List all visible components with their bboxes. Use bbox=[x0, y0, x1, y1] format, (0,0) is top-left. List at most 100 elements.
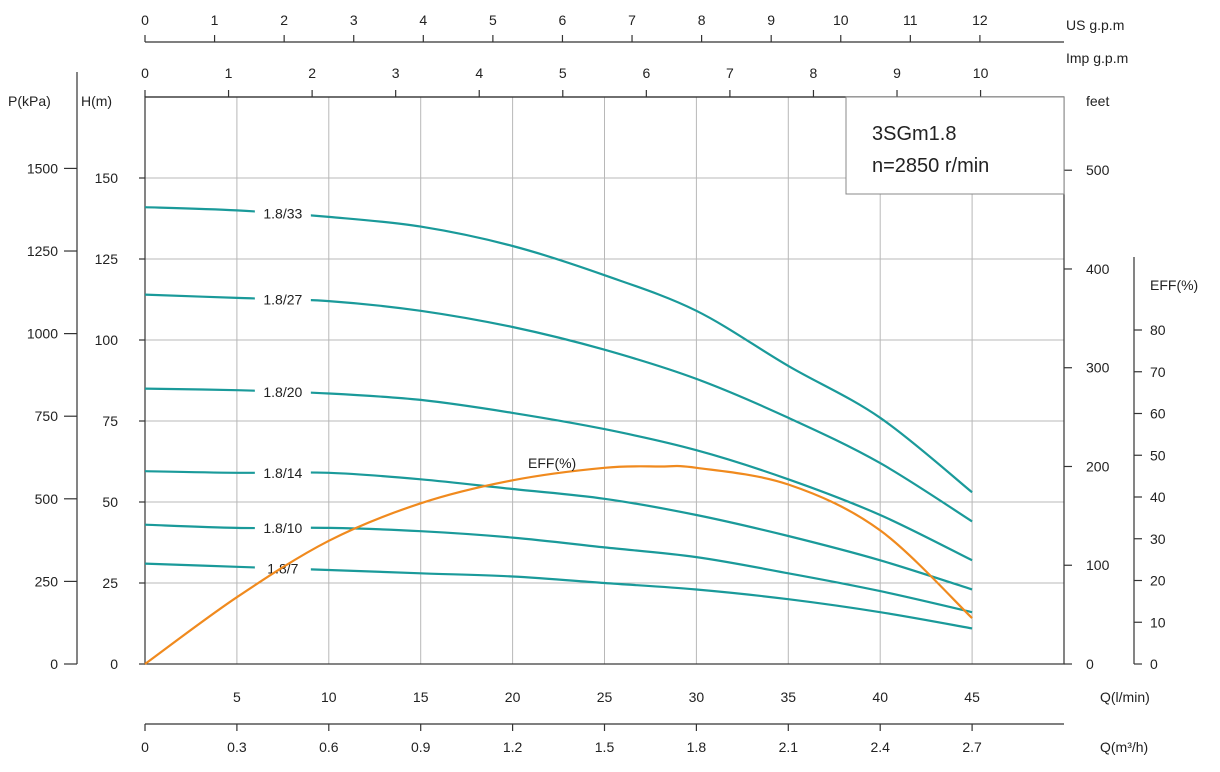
curve-label: 1.8/20 bbox=[263, 384, 302, 400]
x-m3h-tick-label: 2.7 bbox=[962, 739, 982, 755]
x-impgpm-tick-label: 8 bbox=[810, 65, 818, 81]
axes: 5 10 15 20 25 30 35 40 45 Q(l/min)0 0.3 0.6 0.9 1.2 1.… bbox=[8, 12, 1198, 755]
head-curve bbox=[144, 293, 973, 523]
x-tick-label: 10 bbox=[321, 689, 337, 705]
chart-title: 3SGm1.8 bbox=[872, 123, 956, 145]
x-usgpm-tick-label: 9 bbox=[767, 12, 775, 28]
y-head-tick-label: 100 bbox=[95, 332, 119, 348]
efficiency-curve bbox=[144, 464, 973, 665]
y-eff-axis-title: EFF(%) bbox=[1150, 277, 1198, 293]
y-eff-tick-label: 50 bbox=[1150, 447, 1166, 463]
x-impgpm-tick-label: 1 bbox=[225, 65, 233, 81]
y-pressure-tick-label: 500 bbox=[35, 491, 59, 507]
curve-label-mask bbox=[254, 381, 311, 402]
x-impgpm-tick-label: 9 bbox=[893, 65, 901, 81]
x-impgpm-tick-label: 7 bbox=[726, 65, 734, 81]
y-pressure-tick-label: 250 bbox=[35, 573, 59, 589]
x-impgpm-tick-label: 5 bbox=[559, 65, 567, 81]
curve-label-mask bbox=[254, 517, 311, 538]
y-pressure-tick-label: 1250 bbox=[27, 243, 58, 259]
x-tick-label: 15 bbox=[413, 689, 429, 705]
y-feet-tick-label: 200 bbox=[1086, 458, 1110, 474]
y-feet-axis-title: feet bbox=[1086, 93, 1109, 109]
x-usgpm-tick-label: 10 bbox=[833, 12, 849, 28]
y-head-tick-label: 0 bbox=[110, 656, 118, 672]
x-usgpm-tick-label: 5 bbox=[489, 12, 497, 28]
x-m3h-tick-label: 2.1 bbox=[779, 739, 799, 755]
model-info-frame bbox=[845, 96, 1065, 195]
curve-label-mask bbox=[254, 203, 311, 224]
model-info-box: 3SGm1.8 n=2850 r/min bbox=[845, 96, 1065, 195]
y-head-tick-label: 150 bbox=[95, 170, 119, 186]
y-feet-tick-label: 400 bbox=[1086, 261, 1110, 277]
y-eff-tick-label: 70 bbox=[1150, 364, 1166, 380]
head-curve bbox=[144, 206, 973, 494]
x-impgpm-tick-label: 2 bbox=[308, 65, 316, 81]
efficiency-curve-label: EFF(%) bbox=[528, 455, 576, 471]
y-head-axis-title: H(m) bbox=[81, 93, 112, 109]
curve-label: 1.8/33 bbox=[263, 206, 302, 222]
x-tick-label: 45 bbox=[964, 689, 980, 705]
curve-label: 1.8/14 bbox=[263, 465, 302, 481]
x-m3h-tick-label: 2.4 bbox=[870, 739, 890, 755]
y-eff-tick-label: 60 bbox=[1150, 406, 1166, 422]
grid bbox=[144, 96, 1065, 665]
x-tick-label: 30 bbox=[689, 689, 705, 705]
y-eff-tick-label: 30 bbox=[1150, 531, 1166, 547]
y-pressure-tick-label: 0 bbox=[50, 656, 58, 672]
x-usgpm-tick-label: 6 bbox=[559, 12, 567, 28]
curve-label-mask bbox=[254, 289, 311, 310]
chart-subtitle: n=2850 r/min bbox=[872, 155, 989, 177]
x-m3h-tick-label: 1.8 bbox=[687, 739, 707, 755]
x-m3h-tick-label: 0.9 bbox=[411, 739, 431, 755]
x-impgpm-tick-label: 4 bbox=[475, 65, 483, 81]
y-pressure-tick-label: 750 bbox=[35, 408, 59, 424]
x-m3h-tick-label: 1.2 bbox=[503, 739, 523, 755]
y-feet-tick-label: 300 bbox=[1086, 360, 1110, 376]
y-pressure-axis-title: P(kPa) bbox=[8, 93, 51, 109]
y-head-tick-label: 25 bbox=[102, 575, 118, 591]
x-usgpm-tick-label: 2 bbox=[280, 12, 288, 28]
x-usgpm-tick-label: 8 bbox=[698, 12, 706, 28]
x-axis-title: Q(l/min) bbox=[1100, 689, 1150, 705]
y-pressure-tick-label: 1500 bbox=[27, 160, 58, 176]
x-usgpm-tick-label: 4 bbox=[419, 12, 427, 28]
curves: 1.8/331.8/271.8/201.8/141.8/101.8/7EFF(%… bbox=[144, 203, 973, 665]
x-impgpm-tick-label: 6 bbox=[642, 65, 650, 81]
x-usgpm-tick-label: 7 bbox=[628, 12, 636, 28]
y-eff-tick-label: 0 bbox=[1150, 656, 1158, 672]
x-impgpm-tick-label: 3 bbox=[392, 65, 400, 81]
y-eff-tick-label: 20 bbox=[1150, 573, 1166, 589]
x-tick-label: 20 bbox=[505, 689, 521, 705]
y-eff-tick-label: 40 bbox=[1150, 489, 1166, 505]
x-usgpm-axis-title: US g.p.m bbox=[1066, 17, 1124, 33]
x-impgpm-tick-label: 10 bbox=[973, 65, 989, 81]
curve-label: 1.8/27 bbox=[263, 292, 302, 308]
curve-label: 1.8/10 bbox=[263, 520, 302, 536]
y-feet-tick-label: 100 bbox=[1086, 557, 1110, 573]
x-usgpm-tick-label: 11 bbox=[903, 12, 918, 28]
x-tick-label: 40 bbox=[872, 689, 888, 705]
y-head-tick-label: 50 bbox=[102, 494, 118, 510]
x-usgpm-tick-label: 1 bbox=[211, 12, 219, 28]
y-head-tick-label: 125 bbox=[95, 251, 119, 267]
x-m3h-tick-label: 1.5 bbox=[595, 739, 615, 755]
x-usgpm-tick-label: 12 bbox=[972, 12, 988, 28]
y-feet-tick-label: 500 bbox=[1086, 162, 1110, 178]
x-m3h-tick-label: 0.3 bbox=[227, 739, 247, 755]
y-eff-tick-label: 80 bbox=[1150, 322, 1166, 338]
x-usgpm-tick-label: 3 bbox=[350, 12, 358, 28]
x-impgpm-axis-title: Imp g.p.m bbox=[1066, 50, 1128, 66]
x-m3h-tick-label: 0.6 bbox=[319, 739, 339, 755]
x-tick-label: 35 bbox=[781, 689, 797, 705]
y-pressure-tick-label: 1000 bbox=[27, 326, 58, 342]
y-head-tick-label: 75 bbox=[102, 413, 118, 429]
y-eff-tick-label: 10 bbox=[1150, 614, 1166, 630]
x-impgpm-tick-label: 0 bbox=[141, 65, 149, 81]
curve-label-mask bbox=[254, 462, 311, 483]
x-usgpm-tick-label: 0 bbox=[141, 12, 149, 28]
x-m3h-tick-label: 0 bbox=[141, 739, 149, 755]
x-m3h-axis-title: Q(m³/h) bbox=[1100, 739, 1148, 755]
x-tick-label: 5 bbox=[233, 689, 241, 705]
